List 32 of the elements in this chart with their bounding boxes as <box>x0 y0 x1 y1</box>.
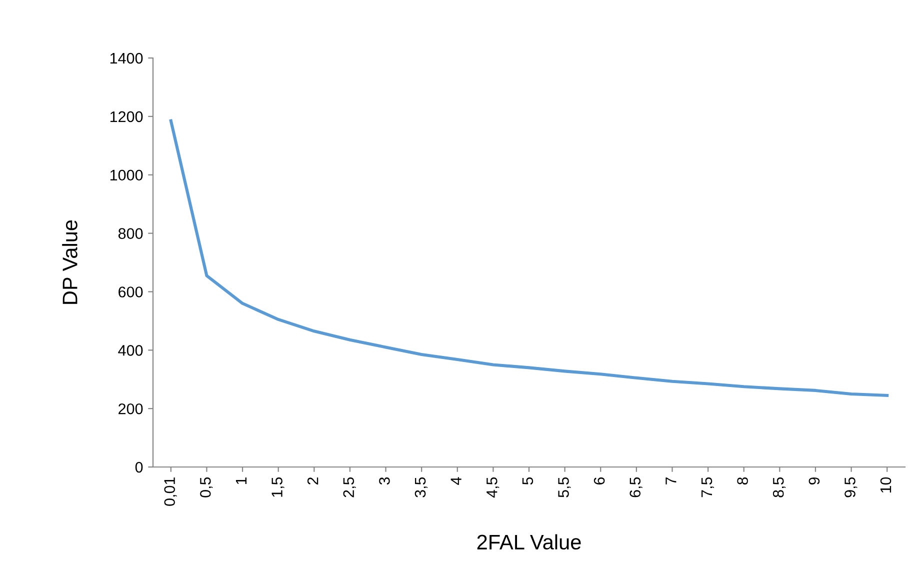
x-tick-label: 7 <box>666 477 676 484</box>
x-tick-label: 4 <box>450 477 462 485</box>
x-tick-label: 0,5 <box>200 477 213 498</box>
x-tick-label: 5,5 <box>558 477 571 498</box>
x-tick-label: 1,5 <box>272 477 284 497</box>
x-tick-label: 2 <box>307 477 318 484</box>
y-tick-label: 1000 <box>110 170 143 181</box>
x-tick-label: 10 <box>880 477 892 493</box>
x-tick-label: 5 <box>522 477 534 485</box>
y-tick-label: 0 <box>135 462 143 473</box>
y-tick-label: 400 <box>118 345 143 356</box>
x-tick-label: 6,5 <box>630 477 642 498</box>
x-tick-label: 6 <box>594 477 605 484</box>
x-axis-title: 2FAL Value <box>477 534 581 550</box>
x-tick-label: 9 <box>808 477 820 484</box>
y-tick-label: 1200 <box>110 111 143 122</box>
y-tick-label: 600 <box>118 286 143 298</box>
x-tick-label: 4,5 <box>486 477 500 498</box>
y-axis-title: DP Value <box>62 220 78 304</box>
x-tick-label: 7,5 <box>701 477 714 498</box>
x-tick-label: 2,5 <box>343 477 356 498</box>
x-tick-label: 9,5 <box>844 477 858 498</box>
y-tick-label: 1400 <box>110 52 143 64</box>
y-tick-label: 200 <box>118 403 143 414</box>
line-series <box>169 119 889 397</box>
x-tick-label: 1 <box>236 477 246 484</box>
x-tick-label: 3 <box>379 477 390 485</box>
x-tick-label: 0,01 <box>164 477 177 506</box>
x-tick-label: 8 <box>737 477 748 485</box>
x-tick-label: 8,5 <box>772 477 786 498</box>
x-tick-label: 3,5 <box>414 477 428 498</box>
y-tick-label: 800 <box>118 228 143 239</box>
